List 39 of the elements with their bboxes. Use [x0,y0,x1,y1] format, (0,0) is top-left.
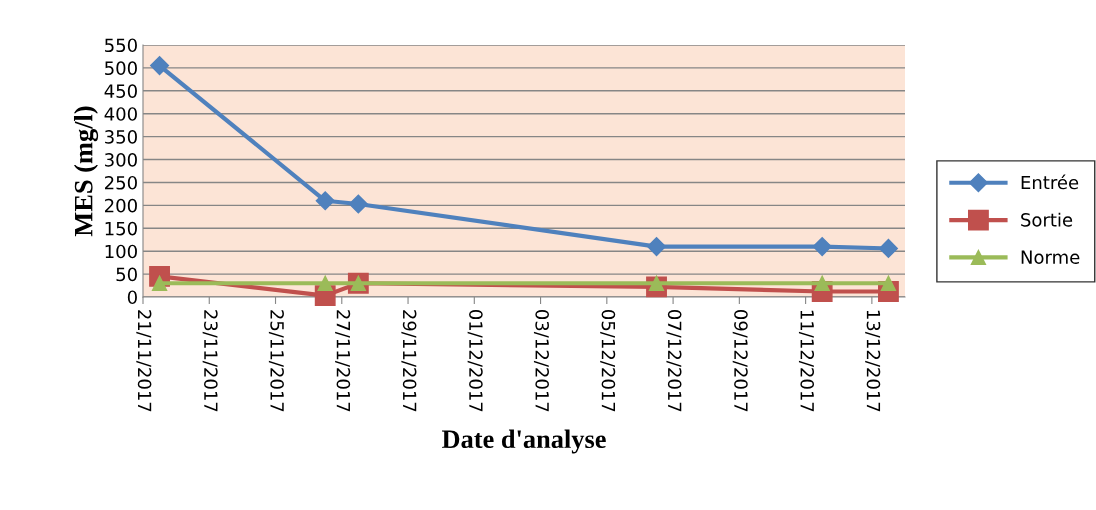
point [348,194,368,214]
x-tick-label: 09/12/2017 [732,310,748,412]
point [814,275,830,291]
x-tick-label: 13/12/2017 [865,310,881,412]
y-tick-label: 100 [105,244,137,259]
y-tick-label: 150 [105,221,137,236]
x-tick-label: 25/11/2017 [268,310,284,412]
x-tick-label: 11/12/2017 [798,310,815,412]
y-tick-label: 250 [105,175,137,190]
legend-label: Entrée [1021,174,1079,190]
point [150,56,170,76]
y-axis-title: MES (mg/l) [73,106,99,237]
y-tick-label: 50 [116,267,137,282]
x-tick-label: 21/11/2017 [136,310,152,412]
x-tick-label: 07/12/2017 [666,310,682,412]
legend-label: Sortie [1021,212,1073,227]
x-tick-label: 29/11/2017 [401,310,417,412]
point [880,275,897,291]
y-tick-label: 450 [104,84,137,98]
y-tick-label: 400 [104,107,137,121]
y-tick-label: 0 [127,290,137,305]
x-tick-label: 01/12/2017 [467,310,483,412]
point [315,191,335,211]
y-tick-label: 500 [105,61,137,76]
x-tick-label: 27/11/2017 [335,310,351,412]
y-tick-label: 300 [105,153,137,167]
y-tick-label: 550 [105,38,137,53]
point [812,237,832,257]
x-tick-label: 05/12/2017 [600,310,616,412]
x-tick-label: 03/12/2017 [533,310,549,412]
point [317,275,333,291]
y-tick-label: 200 [105,198,137,213]
point [646,237,667,257]
x-tick-label: 23/11/2017 [202,310,218,412]
x-axis-title: Date d'analyse [442,429,606,454]
point [151,275,168,291]
point [878,238,898,258]
y-tick-label: 350 [105,130,137,144]
legend-label: Norme [1021,250,1080,264]
